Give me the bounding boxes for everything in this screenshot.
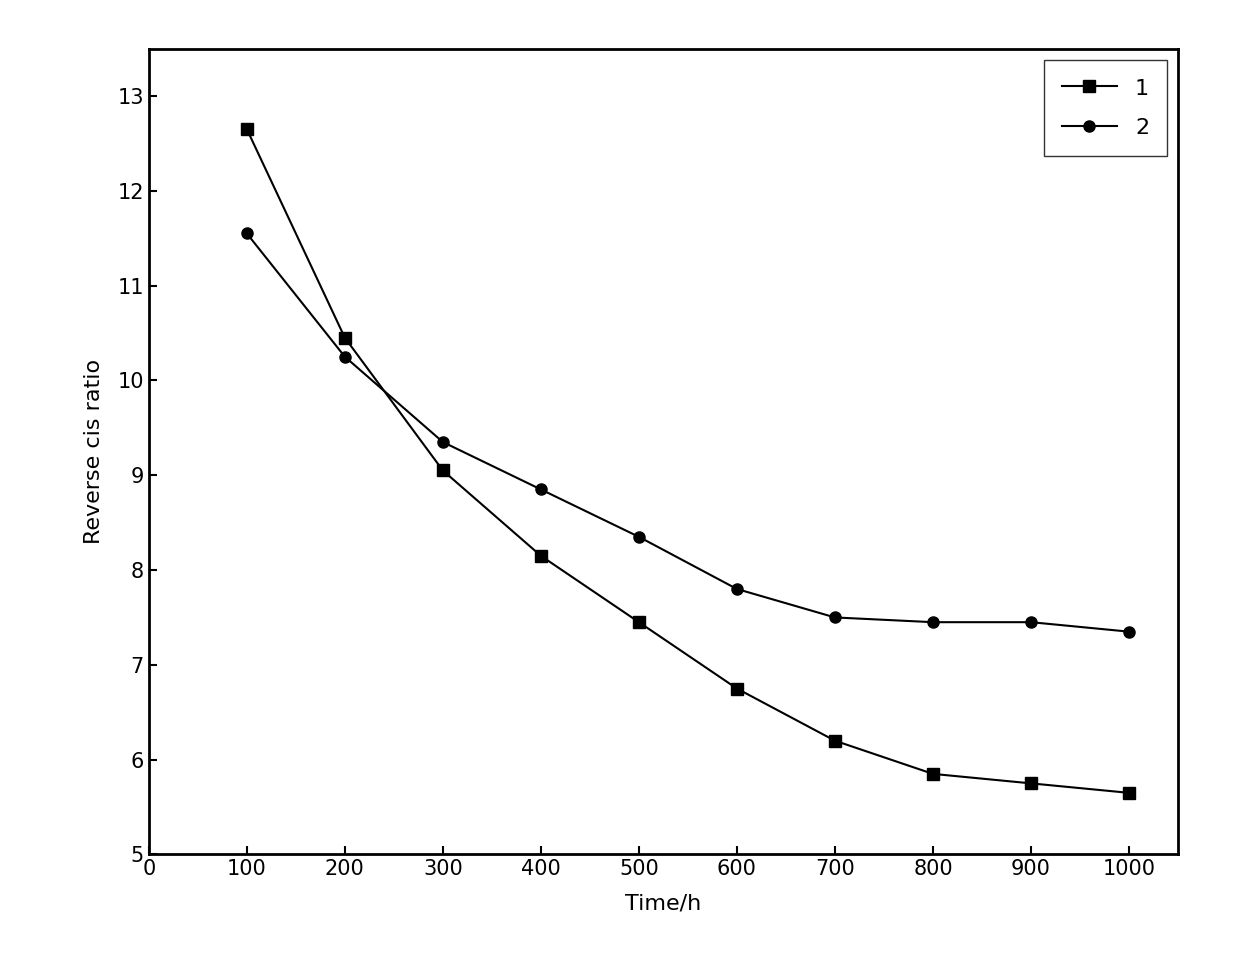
2 [239, 227, 254, 239]
2 [1023, 617, 1038, 628]
2 [533, 484, 548, 495]
1 [729, 683, 744, 694]
1 [1023, 778, 1038, 789]
2 [435, 436, 450, 448]
1 [925, 768, 940, 780]
2 [337, 351, 352, 362]
2 [827, 612, 842, 623]
2 [729, 584, 744, 595]
2 [925, 617, 940, 628]
Line: 2: 2 [242, 228, 1135, 637]
Line: 1: 1 [242, 123, 1135, 798]
1 [337, 332, 352, 344]
Y-axis label: Reverse cis ratio: Reverse cis ratio [83, 359, 104, 544]
1 [435, 465, 450, 477]
1 [827, 735, 842, 747]
1 [1121, 787, 1136, 799]
1 [533, 550, 548, 561]
1 [631, 617, 646, 628]
X-axis label: Time/h: Time/h [625, 893, 702, 914]
Legend: 1, 2: 1, 2 [1044, 59, 1167, 156]
2 [1121, 626, 1136, 638]
1 [239, 123, 254, 135]
2 [631, 531, 646, 543]
